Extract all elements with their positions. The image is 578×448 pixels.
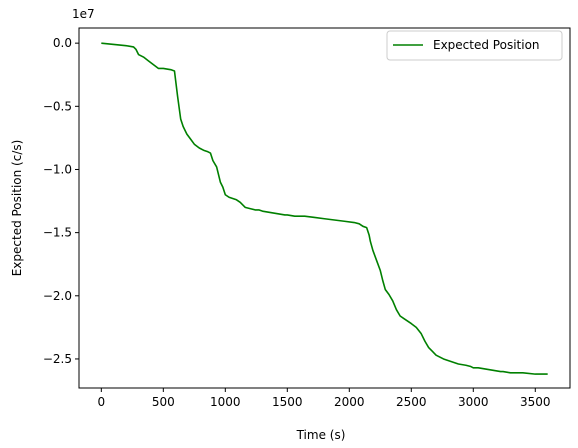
y-offset-label: 1e7	[72, 7, 95, 21]
y-tick-label: −1.0	[43, 162, 72, 176]
x-tick-label: 3500	[520, 395, 551, 409]
series-line-0	[101, 42, 548, 375]
legend: Expected Position	[386, 30, 563, 61]
axes-frame	[78, 27, 571, 389]
axes: 0 500 1000 1500 2000 2500 3000 3500 0.0 −0.5 −1.0 −…	[43, 27, 571, 409]
y-tick-label: 0.0	[53, 36, 72, 50]
y-tick-label: −0.5	[43, 99, 72, 113]
x-tick-label: 0	[97, 395, 105, 409]
x-tick-label: 500	[152, 395, 175, 409]
y-tick-label: −1.5	[43, 226, 72, 240]
x-tick-label: 2000	[334, 395, 365, 409]
x-tick-label: 3000	[458, 395, 489, 409]
y-axis-title: Expected Position (c/s)	[10, 140, 24, 277]
x-axis-title: Time (s)	[296, 428, 346, 442]
x-tick-label: 2500	[396, 395, 427, 409]
y-tick-label: −2.5	[43, 352, 72, 366]
legend-label-expected-position: Expected Position	[433, 38, 540, 52]
legend-frame	[386, 30, 563, 61]
y-tick-label: −2.0	[43, 289, 72, 303]
x-tick-label: 1000	[210, 395, 241, 409]
x-tick-label: 1500	[272, 395, 303, 409]
plot-area	[101, 42, 548, 375]
